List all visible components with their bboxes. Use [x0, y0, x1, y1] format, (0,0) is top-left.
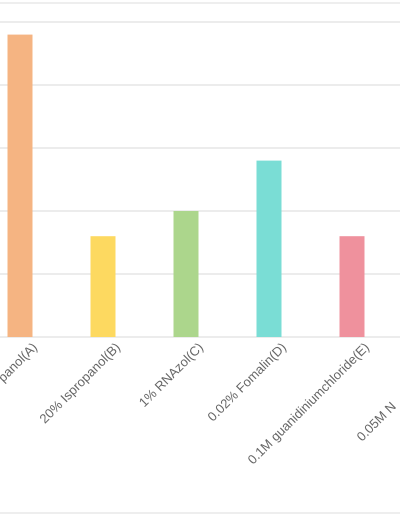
x-tick-label: 0.02% Fomalin(D)	[204, 340, 289, 425]
x-tick-label: 0.05M N	[354, 399, 399, 444]
bar	[339, 236, 365, 337]
x-tick-label: panol(A)	[0, 340, 40, 385]
x-tick-label: 20% Ispropanol(B)	[36, 340, 123, 427]
bar	[90, 236, 116, 337]
bar	[256, 160, 282, 337]
x-tick-label: 1% RNAzol(C)	[136, 340, 206, 410]
bar	[7, 34, 33, 337]
bar	[173, 211, 199, 337]
